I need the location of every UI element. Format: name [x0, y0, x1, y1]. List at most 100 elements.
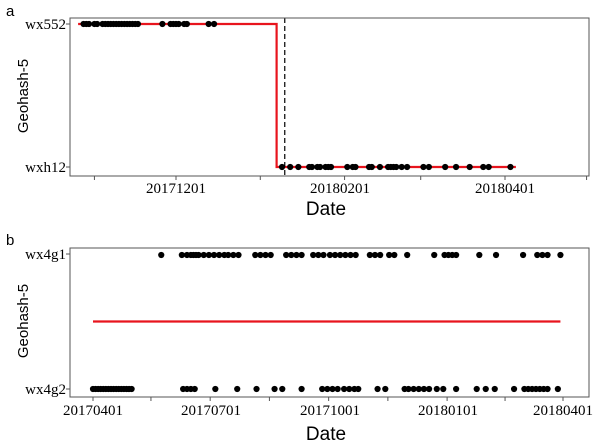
data-point-31: [295, 163, 302, 171]
panel-a-fitted-step-line: [78, 22, 516, 169]
data-point-26: [183, 20, 190, 28]
data-point-46: [473, 385, 480, 393]
data-point-57: [485, 163, 492, 171]
data-point-102: [492, 251, 500, 259]
data-point-53: [442, 163, 449, 171]
panel-a-plot-frame: [69, 17, 590, 177]
data-point-24: [175, 20, 182, 28]
data-point-96: [431, 251, 438, 259]
data-point-86: [337, 251, 344, 259]
data-point-20: [159, 20, 166, 28]
data-point-91: [371, 251, 379, 259]
panel-b-points: [89, 251, 564, 393]
data-point-101: [476, 251, 483, 259]
data-point-90: [366, 251, 373, 259]
data-point-106: [544, 251, 551, 259]
panel-a: a Geohash-5 wx552 wxh12 20171201 2018020…: [6, 3, 590, 220]
data-point-5: [94, 20, 101, 28]
panel-a-letter: a: [6, 3, 15, 20]
data-point-57: [554, 385, 561, 393]
data-point-45: [453, 385, 460, 393]
panel-b-y-axis-label: Geohash-5: [15, 284, 32, 358]
panel-b-letter: b: [6, 232, 14, 249]
data-point-59: [178, 251, 185, 259]
data-point-39: [410, 385, 417, 393]
panel-b-ytick-wx4g1: wx4g1: [25, 247, 66, 263]
data-point-38: [405, 385, 412, 393]
data-point-44: [376, 163, 384, 171]
data-point-95: [404, 251, 411, 259]
data-point-28: [210, 20, 218, 28]
data-point-43: [433, 385, 440, 393]
data-point-39: [344, 163, 351, 171]
data-point-72: [235, 251, 242, 259]
data-point-49: [398, 163, 405, 171]
data-point-34: [355, 385, 362, 393]
panel-b-xtick-label-2: 20170701: [181, 403, 241, 419]
data-point-31: [340, 385, 348, 393]
data-point-84: [326, 251, 334, 259]
panel-b-xtick-label-3: 20171001: [300, 403, 360, 419]
fitted-line-path: [78, 22, 516, 169]
panel-a-x-ticks: [93, 176, 588, 180]
panel-a-xtick-label-3: 20180401: [475, 181, 535, 197]
data-point-64: [195, 251, 202, 259]
data-point-75: [262, 251, 269, 259]
data-point-35: [374, 385, 381, 393]
data-point-23: [253, 385, 260, 393]
data-point-21: [212, 385, 219, 393]
data-point-27: [205, 20, 212, 28]
data-point-70: [225, 251, 232, 259]
data-point-40: [415, 385, 422, 393]
data-point-3: [85, 20, 93, 28]
data-point-85: [331, 251, 339, 259]
data-point-55: [466, 163, 473, 171]
data-point-44: [440, 385, 447, 393]
data-point-67: [210, 251, 218, 259]
data-point-83: [320, 251, 327, 259]
panel-b-x-ticks: [92, 397, 564, 401]
data-point-93: [386, 251, 393, 259]
data-point-32: [346, 385, 353, 393]
data-point-54: [452, 163, 460, 171]
panel-a-xtick-label-1: 20171201: [146, 181, 206, 197]
panel-a-y-axis-label: Geohash-5: [15, 59, 32, 133]
data-point-71: [230, 251, 237, 259]
data-point-50: [404, 163, 411, 171]
data-point-24: [271, 385, 278, 393]
panel-a-xtick-label-2: 20180201: [310, 181, 370, 197]
data-point-27: [319, 385, 326, 393]
panel-a-ytick-wxh12: wxh12: [25, 160, 66, 176]
data-point-41: [420, 385, 428, 393]
data-point-49: [510, 385, 518, 393]
data-point-82: [315, 251, 322, 259]
data-point-51: [420, 163, 427, 171]
data-point-87: [342, 251, 349, 259]
data-point-56: [480, 163, 487, 171]
data-point-73: [252, 251, 259, 259]
data-point-88: [347, 251, 354, 259]
data-point-30: [334, 385, 341, 393]
data-point-65: [200, 251, 207, 259]
data-point-36: [382, 385, 389, 393]
data-point-66: [205, 251, 212, 259]
panel-a-points: [80, 20, 514, 171]
data-point-30: [287, 163, 294, 171]
panel-b-ytick-wx4g2: wx4g2: [25, 382, 66, 398]
data-point-19: [134, 20, 142, 28]
data-point-29: [329, 385, 336, 393]
data-point-100: [453, 251, 460, 259]
data-point-35: [317, 163, 324, 171]
panel-b-xtick-label-4: 20180101: [418, 403, 478, 419]
data-point-104: [534, 251, 541, 259]
panel-b-plot-frame: [69, 247, 590, 398]
data-point-68: [216, 251, 223, 259]
panel-b-xtick-label-5: 20180401: [533, 403, 593, 419]
panel-b-x-axis-label: Date: [306, 424, 346, 445]
data-point-28: [324, 385, 331, 393]
data-point-80: [298, 251, 305, 259]
data-point-41: [352, 163, 359, 171]
data-point-47: [482, 385, 489, 393]
panel-a-x-axis-label: Date: [306, 199, 346, 220]
data-point-33: [308, 163, 316, 171]
